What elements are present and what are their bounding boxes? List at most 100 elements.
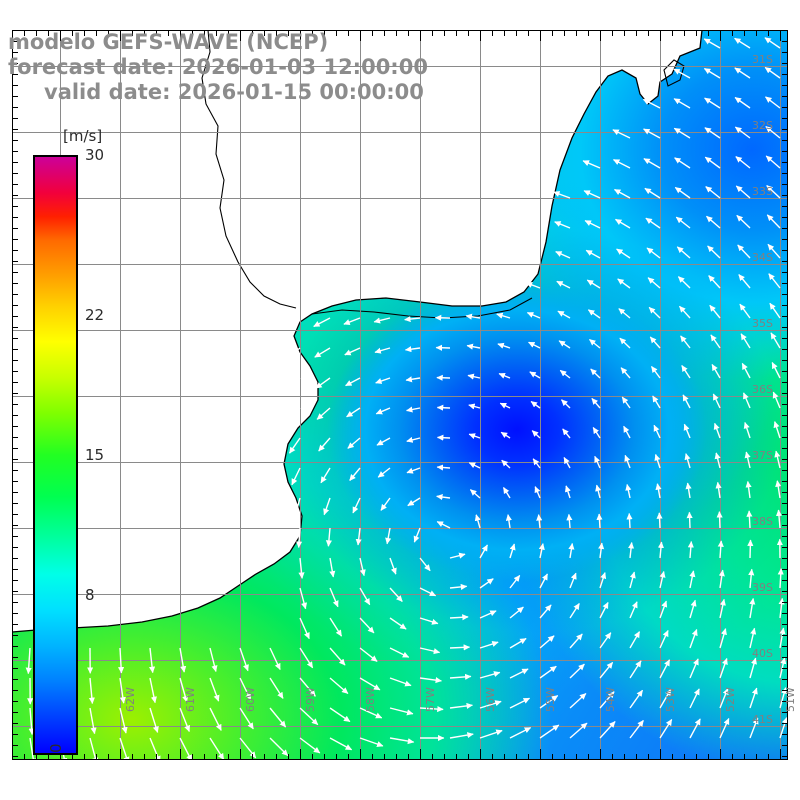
axis-tick bbox=[782, 569, 788, 570]
wind-arrow bbox=[705, 186, 721, 199]
gridline-lon bbox=[780, 30, 781, 760]
wind-arrow bbox=[734, 96, 751, 109]
axis-tick bbox=[660, 30, 661, 41]
wind-arrow bbox=[299, 677, 316, 697]
wind-arrow bbox=[404, 315, 421, 323]
axis-tick bbox=[324, 754, 325, 760]
wind-arrow bbox=[531, 430, 541, 439]
axis-tick bbox=[782, 85, 788, 86]
wind-arrow bbox=[374, 347, 391, 354]
axis-tick bbox=[782, 140, 788, 141]
wind-arrow bbox=[449, 732, 474, 739]
wind-arrow bbox=[618, 308, 631, 319]
axis-tick bbox=[444, 30, 445, 36]
wind-arrow bbox=[564, 485, 571, 499]
map-plot-area[interactable] bbox=[12, 30, 788, 760]
colorbar-gradient[interactable] bbox=[33, 155, 78, 755]
wind-arrow bbox=[582, 160, 601, 169]
wind-arrow bbox=[775, 509, 783, 529]
axis-tick bbox=[782, 228, 788, 229]
lon-label: 53W bbox=[664, 687, 677, 712]
wind-arrow bbox=[509, 637, 527, 649]
wind-arrow bbox=[749, 627, 757, 649]
wind-arrow bbox=[561, 399, 571, 409]
wind-arrow bbox=[708, 275, 721, 289]
wind-arrow bbox=[719, 598, 726, 619]
axis-tick bbox=[782, 712, 788, 713]
wind-arrow bbox=[749, 687, 758, 709]
axis-tick bbox=[782, 52, 788, 53]
colorbar-unit-label: [m/s] bbox=[63, 127, 103, 145]
wind-arrow bbox=[656, 512, 663, 529]
axis-tick bbox=[336, 30, 337, 36]
wind-arrow bbox=[779, 657, 787, 679]
wind-arrow bbox=[659, 600, 668, 619]
colorbar[interactable]: [m/s] 30 22 15 8 0 bbox=[33, 127, 104, 755]
wind-arrow bbox=[734, 126, 751, 139]
wind-arrow bbox=[706, 215, 721, 229]
wind-arrow bbox=[748, 568, 755, 589]
lon-label: 52W bbox=[724, 687, 737, 712]
axis-tick bbox=[636, 30, 637, 36]
wind-arrow bbox=[468, 403, 481, 410]
wind-arrow bbox=[643, 157, 661, 169]
wind-arrow bbox=[739, 303, 751, 319]
axis-tick bbox=[12, 690, 18, 691]
wind-arrow bbox=[659, 719, 673, 739]
axis-tick bbox=[12, 217, 18, 218]
wind-arrow bbox=[406, 436, 421, 443]
gridline-lon bbox=[360, 30, 361, 760]
axis-tick bbox=[564, 30, 565, 36]
wind-arrow bbox=[766, 184, 781, 199]
wind-arrow bbox=[149, 707, 159, 733]
wind-arrow bbox=[539, 665, 557, 679]
wind-arrow bbox=[539, 573, 549, 589]
axis-tick bbox=[624, 30, 625, 36]
wind-arrow bbox=[772, 391, 781, 409]
wind-arrow bbox=[148, 647, 156, 674]
axis-tick bbox=[648, 30, 649, 36]
wind-arrow bbox=[674, 157, 691, 169]
wind-arrow bbox=[649, 336, 661, 349]
axis-tick bbox=[168, 30, 169, 36]
axis-tick bbox=[782, 63, 788, 64]
axis-tick bbox=[252, 754, 253, 760]
gridline-lat bbox=[12, 396, 788, 397]
axis-tick bbox=[180, 749, 181, 760]
axis-tick bbox=[782, 503, 788, 504]
axis-tick bbox=[228, 30, 229, 36]
wind-arrow bbox=[745, 480, 752, 499]
gridline-lon bbox=[180, 30, 181, 760]
axis-tick bbox=[12, 85, 18, 86]
axis-tick bbox=[782, 338, 788, 339]
axis-tick bbox=[782, 239, 788, 240]
wind-arrow bbox=[744, 451, 751, 469]
wind-arrow bbox=[673, 127, 691, 139]
axis-tick bbox=[420, 749, 421, 760]
axis-tick bbox=[782, 514, 788, 515]
wind-arrow bbox=[775, 480, 782, 499]
gridline-lon bbox=[600, 30, 601, 760]
wind-arrow bbox=[347, 437, 361, 449]
wind-arrow bbox=[179, 707, 191, 733]
axis-tick bbox=[48, 754, 49, 760]
wind-arrow bbox=[468, 462, 481, 469]
wind-arrow bbox=[645, 217, 661, 229]
axis-tick bbox=[12, 569, 18, 570]
axis-tick bbox=[372, 30, 373, 36]
wind-arrow bbox=[298, 557, 305, 579]
wind-arrow bbox=[346, 407, 361, 418]
wind-arrow bbox=[704, 127, 721, 139]
axis-tick bbox=[192, 30, 193, 36]
axis-tick bbox=[528, 30, 529, 36]
axis-tick bbox=[588, 30, 589, 36]
wind-arrow bbox=[389, 587, 403, 602]
wind-arrow bbox=[687, 541, 694, 559]
wind-arrow bbox=[359, 737, 384, 747]
wind-arrow bbox=[288, 437, 301, 454]
wind-arrow bbox=[329, 737, 353, 751]
wind-arrow bbox=[629, 631, 641, 649]
axis-tick bbox=[12, 52, 18, 53]
axis-tick bbox=[12, 382, 18, 383]
